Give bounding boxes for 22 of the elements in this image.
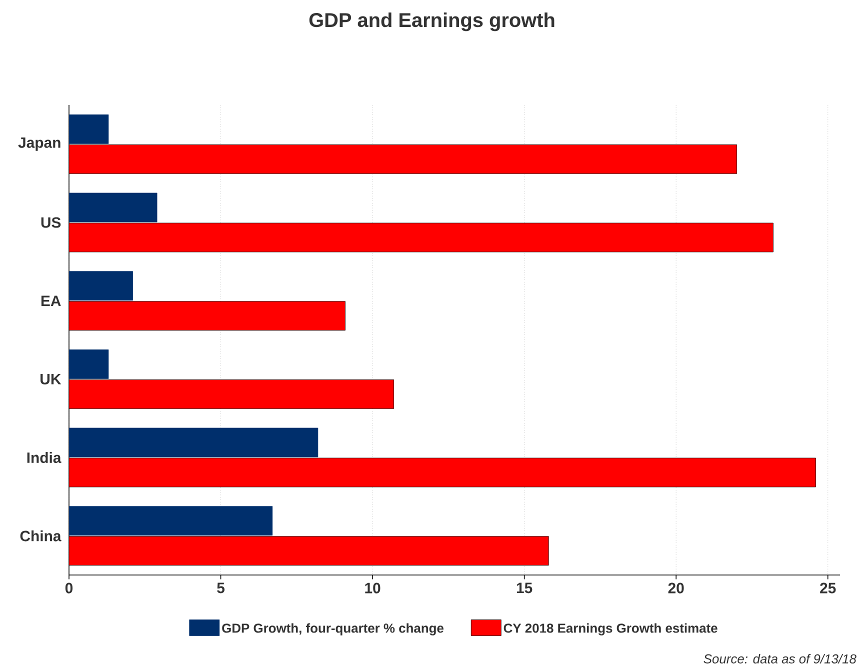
bar [69,458,816,488]
legend-label: GDP Growth, four-quarter % change [222,623,444,636]
y-tick-label: Japan [18,137,60,151]
x-tick-label: 25 [820,582,836,594]
y-tick-label: China [20,530,62,542]
bar [69,301,346,331]
x-tick-label: 10 [365,582,380,594]
y-tick-label: EA [41,296,61,306]
x-tick-label: 15 [516,582,532,594]
x-tick-label: 0 [65,582,73,594]
chart-title: GDP and Earnings growth [309,12,554,32]
legend-label: CY 2018 Earnings Growth estimate [504,623,718,636]
x-tick-label: 5 [217,582,225,594]
y-tick-label: India [27,452,62,463]
bar [69,222,774,252]
y-tick-label: US [41,217,61,228]
x-tick-label: 20 [668,582,684,594]
source-note: Source: data as of 9/13/18 [704,654,856,664]
bar [69,536,549,566]
bar [69,379,394,409]
bar [69,144,738,174]
y-tick-label: UK [40,374,62,384]
